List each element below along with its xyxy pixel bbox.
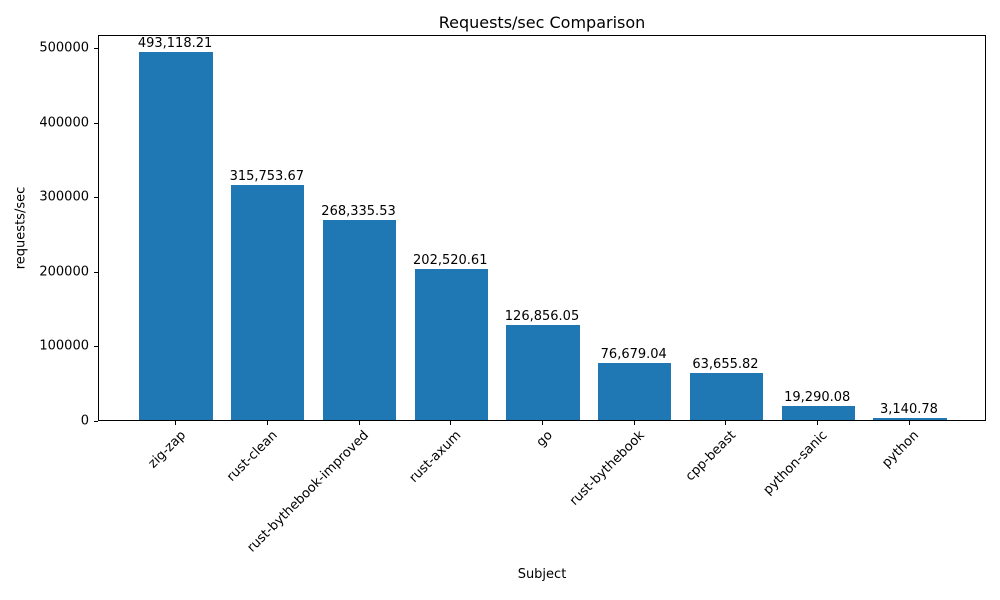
y-axis-tick-mark	[94, 346, 98, 348]
x-axis-tick-mark	[175, 421, 177, 425]
x-tick-label: zig-zap	[145, 428, 189, 472]
bar-python	[873, 417, 947, 420]
bar-python-sanic	[781, 405, 855, 420]
bar-go	[506, 325, 580, 420]
y-axis-tick-mark	[94, 421, 98, 422]
y-axis-tick-mark	[94, 271, 98, 273]
bar-rust-bythebook	[598, 362, 672, 420]
x-axis-tick-mark	[450, 421, 452, 425]
x-axis-tick-mark	[542, 421, 543, 425]
y-axis-tick-mark	[94, 197, 98, 199]
y-tick-label: 100000	[39, 338, 89, 354]
y-tick-label: 300000	[39, 189, 89, 205]
y-tick-label: 0	[80, 413, 89, 429]
chart-title: Requests/sec Comparison	[438, 13, 646, 32]
x-axis-tick-mark	[817, 421, 819, 425]
bar-value-label: 202,520.61	[413, 253, 488, 269]
bar-rust-bythebook-improved	[322, 219, 397, 420]
x-axis-tick-mark	[633, 421, 635, 425]
bar-cpp-beast	[689, 372, 764, 420]
x-axis-tick-mark	[725, 421, 727, 425]
plot-area	[98, 35, 986, 421]
x-tick-label: rust-clean	[223, 428, 281, 485]
x-tick-label: rust-axum	[406, 428, 464, 486]
bar-value-label: 268,335.53	[321, 203, 396, 219]
x-axis-tick-mark	[908, 421, 910, 425]
y-tick-label: 400000	[39, 115, 89, 131]
x-tick-label: cpp-beast	[682, 428, 740, 485]
y-axis-tick-mark	[94, 48, 98, 50]
x-tick-label: rust-bythebook	[566, 428, 648, 509]
y-tick-label: 500000	[39, 40, 89, 56]
bar-value-label: 76,679.04	[600, 346, 667, 362]
x-axis-label: Subject	[517, 567, 567, 582]
y-tick-label: 200000	[39, 264, 89, 280]
x-tick-label: go	[533, 428, 556, 451]
x-axis-tick-mark	[358, 421, 360, 425]
bar-value-label: 3,140.78	[879, 401, 938, 417]
bar-value-label: 493,118.21	[137, 36, 213, 52]
bar-zig-zap	[139, 52, 213, 420]
y-axis-tick-mark	[94, 122, 98, 124]
bar-value-label: 126,856.05	[504, 309, 580, 325]
x-axis-tick-mark	[266, 421, 268, 425]
bar-value-label: 19,290.08	[784, 389, 851, 405]
x-tick-label: python-sanic	[760, 428, 831, 498]
bar-rust-axum	[414, 269, 488, 420]
bar-value-label: 63,655.82	[692, 356, 759, 372]
bar-value-label: 315,753.67	[229, 168, 304, 184]
bar-rust-clean	[231, 184, 305, 420]
x-tick-label: python	[879, 428, 923, 471]
